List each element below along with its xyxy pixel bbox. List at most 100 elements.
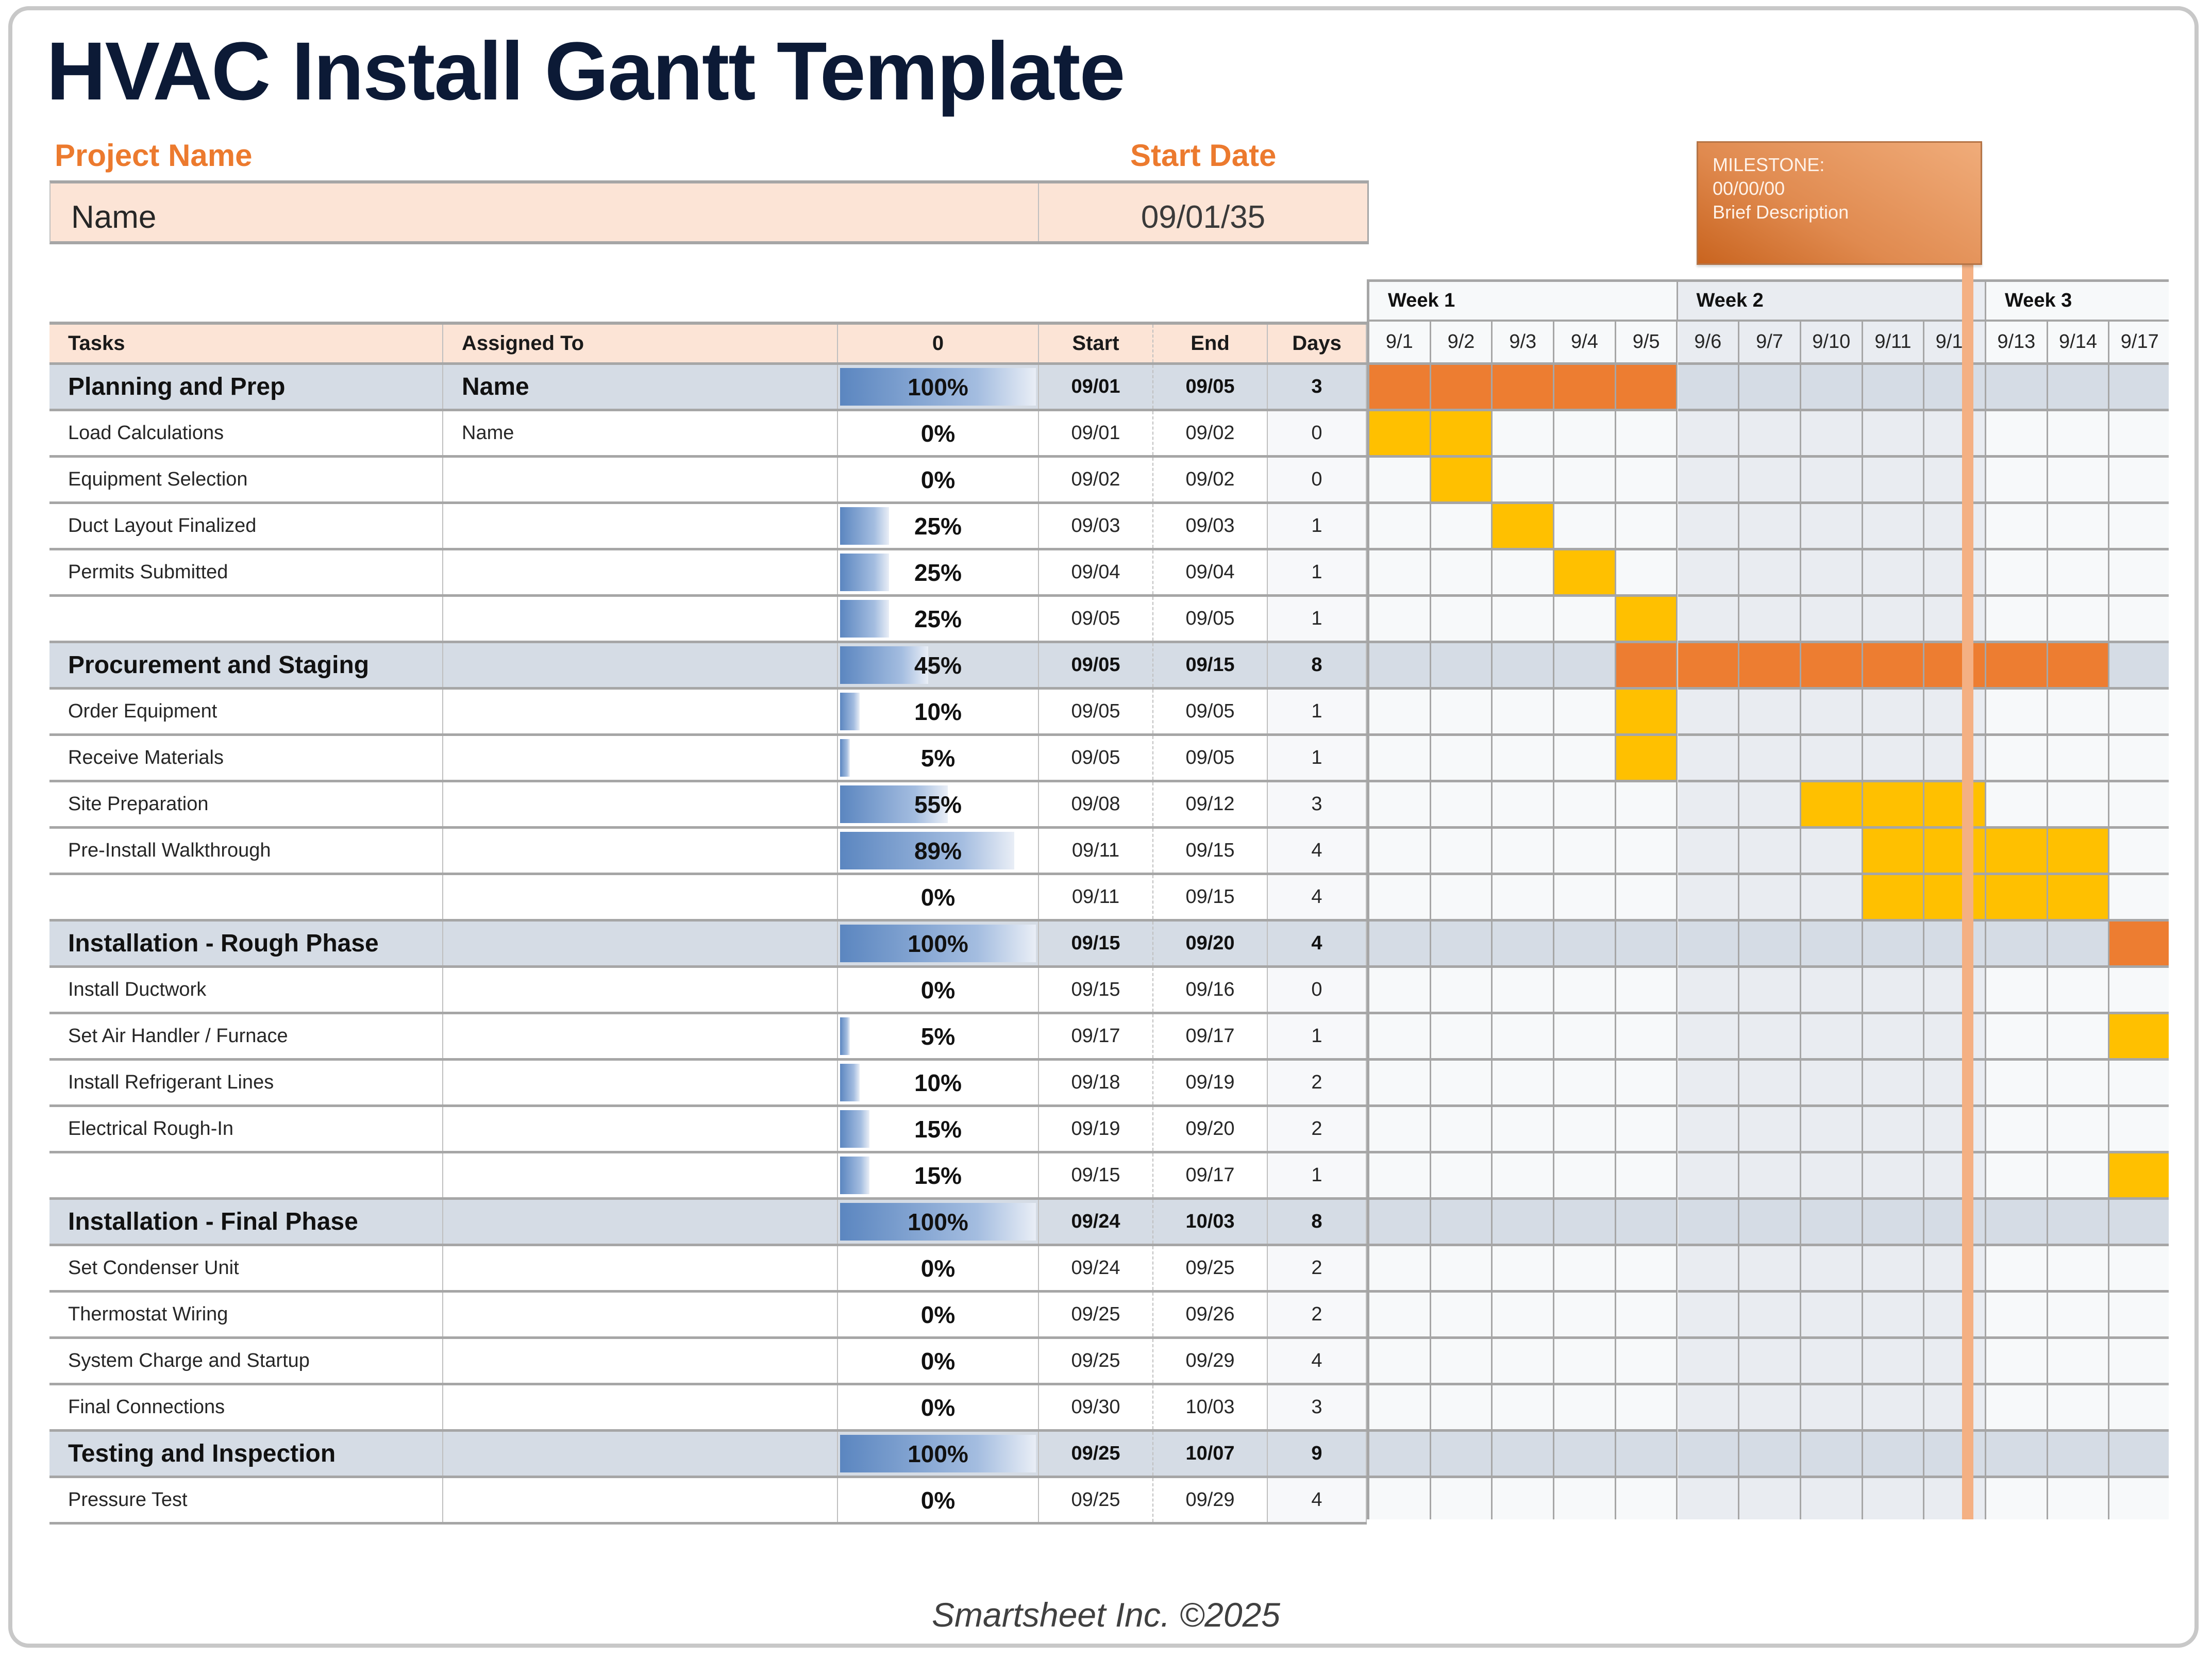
phase-bar-segment[interactable] [1863,643,1925,690]
assigned-to-cell[interactable] [443,550,838,594]
percent-complete-cell[interactable]: 15% [838,1153,1039,1197]
start-date-cell[interactable]: 09/01 [1039,365,1153,409]
start-date-cell[interactable]: 09/05 [1039,597,1153,641]
percent-complete-cell[interactable]: 5% [838,736,1039,780]
task-name-cell[interactable]: Order Equipment [49,690,443,733]
start-date-cell[interactable]: 09/18 [1039,1061,1153,1104]
task-bar-segment[interactable] [1801,782,1863,829]
percent-complete-cell[interactable]: 89% [838,829,1039,873]
percent-complete-cell[interactable]: 5% [838,1014,1039,1058]
task-name-cell[interactable]: Permits Submitted [49,550,443,594]
percent-complete-cell[interactable]: 0% [838,1478,1039,1522]
task-row[interactable]: Receive Materials 5% 09/05 09/05 1 [49,736,1367,782]
phase-bar-segment[interactable] [1554,365,1616,411]
assigned-to-cell[interactable] [443,782,838,826]
phase-bar-segment[interactable] [1616,643,1678,690]
task-name-cell[interactable]: Set Air Handler / Furnace [49,1014,443,1058]
percent-complete-cell[interactable]: 0% [838,968,1039,1012]
start-date-cell[interactable]: 09/15 [1039,922,1153,965]
start-date-cell[interactable]: 09/01 [1039,411,1153,455]
phase-bar-segment[interactable] [2109,922,2169,968]
end-date-cell[interactable]: 09/15 [1153,829,1268,873]
task-name-cell[interactable]: System Charge and Startup [49,1339,443,1383]
assigned-to-cell[interactable] [443,1014,838,1058]
task-bar-segment[interactable] [1924,829,1986,875]
start-date-cell[interactable]: 09/02 [1039,458,1153,501]
task-bar-segment[interactable] [2109,1153,2169,1200]
phase-bar-segment[interactable] [1616,365,1678,411]
task-row[interactable]: Install Refrigerant Lines 10% 09/18 09/19 2 [49,1061,1367,1107]
task-name-cell[interactable]: Pre-Install Walkthrough [49,829,443,873]
end-date-cell[interactable]: 09/29 [1153,1339,1268,1383]
end-date-cell[interactable]: 09/17 [1153,1014,1268,1058]
task-name-cell[interactable]: Thermostat Wiring [49,1293,443,1336]
phase-bar-segment[interactable] [1739,643,1801,690]
assigned-to-cell[interactable] [443,736,838,780]
percent-complete-cell[interactable]: 0% [838,875,1039,919]
percent-complete-cell[interactable]: 0% [838,458,1039,501]
task-name-cell[interactable]: Testing and Inspection [49,1432,443,1476]
assigned-to-cell[interactable] [443,829,838,873]
assigned-to-cell[interactable] [443,1061,838,1104]
start-date-cell[interactable]: 09/03 [1039,504,1153,548]
start-date-cell[interactable]: 09/17 [1039,1014,1153,1058]
start-date-cell[interactable]: 09/05 [1039,643,1153,687]
percent-complete-cell[interactable]: 25% [838,597,1039,641]
task-name-cell[interactable]: Pressure Test [49,1478,443,1522]
task-bar-segment[interactable] [2048,829,2110,875]
task-row[interactable]: Thermostat Wiring 0% 09/25 09/26 2 [49,1293,1367,1339]
milestone-callout[interactable]: MILESTONE: 00/00/00 Brief Description [1697,141,1982,265]
percent-complete-cell[interactable]: 100% [838,365,1039,409]
task-bar-segment[interactable] [1986,875,2048,922]
task-row[interactable]: System Charge and Startup 0% 09/25 09/29 4 [49,1339,1367,1385]
percent-complete-cell[interactable]: 45% [838,643,1039,687]
task-bar-segment[interactable] [1924,875,1986,922]
assigned-to-cell[interactable] [443,1153,838,1197]
phase-bar-segment[interactable] [1801,643,1863,690]
end-date-cell[interactable]: 09/15 [1153,875,1268,919]
end-date-cell[interactable]: 09/20 [1153,922,1268,965]
end-date-cell[interactable]: 09/26 [1153,1293,1268,1336]
task-bar-segment[interactable] [1493,504,1555,550]
task-name-cell[interactable]: Final Connections [49,1385,443,1429]
phase-row[interactable]: Testing and Inspection 100% 09/25 10/07 9 [49,1432,1367,1478]
task-name-cell[interactable] [49,597,443,641]
phase-bar-segment[interactable] [1369,365,1431,411]
task-row[interactable]: 15% 09/15 09/17 1 [49,1153,1367,1200]
task-bar-segment[interactable] [1863,875,1925,922]
phase-bar-segment[interactable] [1493,365,1555,411]
end-date-cell[interactable]: 09/05 [1153,365,1268,409]
percent-complete-cell[interactable]: 0% [838,1385,1039,1429]
end-date-cell[interactable]: 09/20 [1153,1107,1268,1151]
percent-complete-cell[interactable]: 100% [838,1200,1039,1244]
task-name-cell[interactable]: Equipment Selection [49,458,443,501]
task-row[interactable]: 0% 09/11 09/15 4 [49,875,1367,922]
percent-complete-cell[interactable]: 0% [838,1293,1039,1336]
percent-complete-cell[interactable]: 10% [838,690,1039,733]
project-name-field[interactable]: Name [71,199,157,235]
assigned-to-cell[interactable] [443,1478,838,1522]
start-date-cell[interactable]: 09/24 [1039,1200,1153,1244]
percent-complete-cell[interactable]: 55% [838,782,1039,826]
task-bar-segment[interactable] [1431,411,1493,458]
task-name-cell[interactable]: Duct Layout Finalized [49,504,443,548]
task-row[interactable]: Site Preparation 55% 09/08 09/12 3 [49,782,1367,829]
assigned-to-cell[interactable] [443,922,838,965]
percent-complete-cell[interactable]: 0% [838,411,1039,455]
task-row[interactable]: Electrical Rough-In 15% 09/19 09/20 2 [49,1107,1367,1153]
start-date-cell[interactable]: 09/15 [1039,1153,1153,1197]
task-bar-segment[interactable] [1863,782,1925,829]
end-date-cell[interactable]: 09/17 [1153,1153,1268,1197]
end-date-cell[interactable]: 10/03 [1153,1200,1268,1244]
task-bar-segment[interactable] [1924,782,1986,829]
assigned-to-cell[interactable] [443,1339,838,1383]
phase-bar-segment[interactable] [1986,643,2048,690]
end-date-cell[interactable]: 10/07 [1153,1432,1268,1476]
task-name-cell[interactable]: Planning and Prep [49,365,443,409]
task-row[interactable]: Permits Submitted 25% 09/04 09/04 1 [49,550,1367,597]
assigned-to-cell[interactable] [443,1200,838,1244]
task-name-cell[interactable]: Site Preparation [49,782,443,826]
start-date-cell[interactable]: 09/08 [1039,782,1153,826]
percent-complete-cell[interactable]: 25% [838,550,1039,594]
assigned-to-cell[interactable] [443,597,838,641]
